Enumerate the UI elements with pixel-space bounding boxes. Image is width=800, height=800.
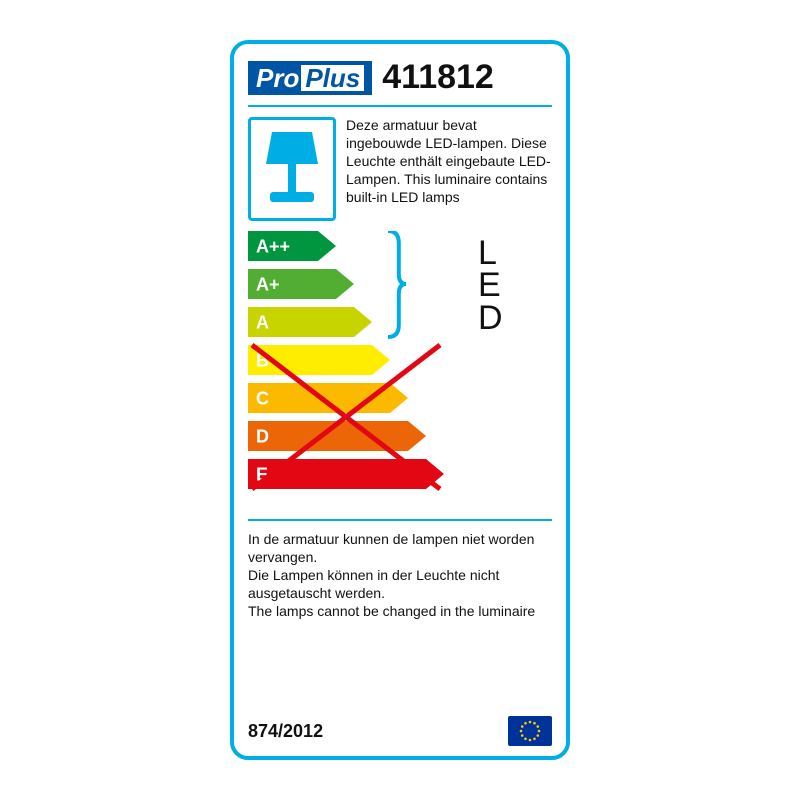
energy-bar-label-A+: A+ xyxy=(256,275,280,295)
energy-label: Pro Plus 411812 Deze armatuur bevat inge… xyxy=(230,40,570,760)
energy-bar-E xyxy=(248,459,444,489)
energy-bar-label-A++: A++ xyxy=(256,237,290,257)
top-description: Deze armatuur bevat ingebouwde LED-lampe… xyxy=(346,117,552,221)
energy-bars-svg: A++A+ABCDE xyxy=(248,231,558,511)
product-number: 411812 xyxy=(382,58,494,97)
led-l: L xyxy=(478,237,505,269)
divider-bottom xyxy=(248,519,552,521)
led-e: E xyxy=(478,269,505,301)
energy-bar-label-C: C xyxy=(256,389,269,409)
energy-bar-label-A: A xyxy=(256,313,269,333)
regulation-number: 874/2012 xyxy=(248,721,323,742)
brand-part1: Pro xyxy=(256,65,299,91)
led-brace xyxy=(388,231,406,337)
led-d: D xyxy=(478,302,505,334)
brand-logo: Pro Plus xyxy=(248,61,372,95)
top-row: Deze armatuur bevat ingebouwde LED-lampe… xyxy=(248,117,552,221)
header: Pro Plus 411812 xyxy=(248,58,552,97)
energy-chart: A++A+ABCDE L E D xyxy=(248,231,552,511)
energy-bar-label-D: D xyxy=(256,427,269,447)
lamp-icon xyxy=(262,130,322,208)
footer: 874/2012 xyxy=(248,716,552,746)
brand-part2: Plus xyxy=(301,65,364,91)
divider-top xyxy=(248,105,552,107)
led-label: L E D xyxy=(478,237,505,334)
lamp-icon-box xyxy=(248,117,336,221)
bottom-description: In de armatuur kunnen de lampen niet wor… xyxy=(248,531,552,621)
eu-flag-icon xyxy=(508,716,552,746)
